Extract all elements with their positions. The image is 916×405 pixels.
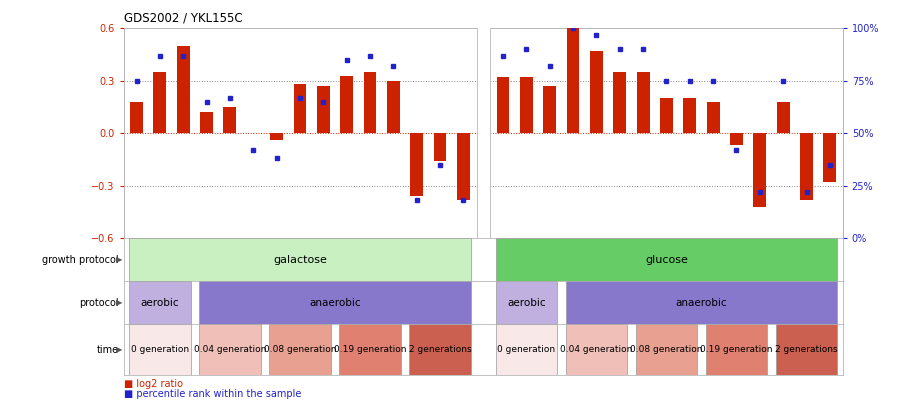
Bar (433, 133, 446, 161)
Bar (520, 77, 533, 133)
Bar (823, 133, 836, 182)
Text: aerobic: aerobic (140, 298, 180, 308)
Text: galactose: galactose (273, 255, 327, 265)
Bar (496, 77, 509, 133)
Bar (566, 281, 837, 324)
Text: 0.04 generation: 0.04 generation (193, 345, 266, 354)
Bar (224, 107, 236, 133)
Text: ■ log2 ratio: ■ log2 ratio (124, 379, 182, 389)
Text: aerobic: aerobic (507, 298, 546, 308)
Text: 2 generations: 2 generations (775, 345, 838, 354)
Bar (339, 324, 400, 375)
Bar (660, 98, 673, 133)
Text: time: time (97, 345, 119, 355)
Text: ▶: ▶ (116, 298, 123, 307)
Text: ▶: ▶ (116, 255, 123, 264)
Bar (364, 72, 376, 133)
Bar (566, 324, 627, 375)
Bar (410, 133, 423, 196)
Bar (706, 324, 768, 375)
Text: anaerobic: anaerobic (676, 298, 727, 308)
Text: 0.08 generation: 0.08 generation (264, 345, 336, 354)
Bar (293, 84, 306, 133)
Text: glucose: glucose (645, 255, 688, 265)
Bar (590, 51, 603, 133)
Text: protocol: protocol (80, 298, 119, 308)
Bar (614, 72, 627, 133)
Bar (496, 324, 557, 375)
Bar (730, 133, 743, 145)
Bar (177, 46, 190, 133)
Bar (200, 112, 213, 133)
Text: ■ percentile rank within the sample: ■ percentile rank within the sample (124, 389, 301, 399)
Bar (777, 102, 790, 133)
Bar (270, 133, 283, 140)
Bar (340, 76, 353, 133)
Bar (317, 86, 330, 133)
Text: 0.19 generation: 0.19 generation (333, 345, 406, 354)
Text: 0 generation: 0 generation (497, 345, 555, 354)
Bar (130, 102, 143, 133)
Text: 0.04 generation: 0.04 generation (561, 345, 633, 354)
Bar (129, 238, 471, 281)
Bar (496, 238, 837, 281)
Text: 0.08 generation: 0.08 generation (630, 345, 703, 354)
Text: 2 generations: 2 generations (409, 345, 472, 354)
Bar (199, 324, 260, 375)
Bar (636, 324, 697, 375)
Bar (776, 324, 837, 375)
Bar (683, 98, 696, 133)
Text: 0.19 generation: 0.19 generation (700, 345, 773, 354)
Bar (543, 86, 556, 133)
Bar (409, 324, 471, 375)
Text: growth protocol: growth protocol (42, 255, 119, 265)
Bar (754, 133, 767, 207)
Bar (199, 281, 471, 324)
Text: GDS2002 / YKL155C: GDS2002 / YKL155C (124, 11, 243, 24)
Bar (496, 281, 557, 324)
Bar (457, 133, 470, 200)
Text: anaerobic: anaerobic (309, 298, 361, 308)
Bar (476, 28, 490, 238)
Bar (129, 324, 191, 375)
Bar (800, 133, 813, 200)
Bar (129, 281, 191, 324)
Bar (387, 81, 399, 133)
Text: ▶: ▶ (116, 345, 123, 354)
Bar (153, 72, 167, 133)
Text: 0 generation: 0 generation (131, 345, 189, 354)
Bar (637, 72, 649, 133)
Bar (269, 324, 331, 375)
Bar (567, 28, 580, 133)
Bar (707, 102, 720, 133)
